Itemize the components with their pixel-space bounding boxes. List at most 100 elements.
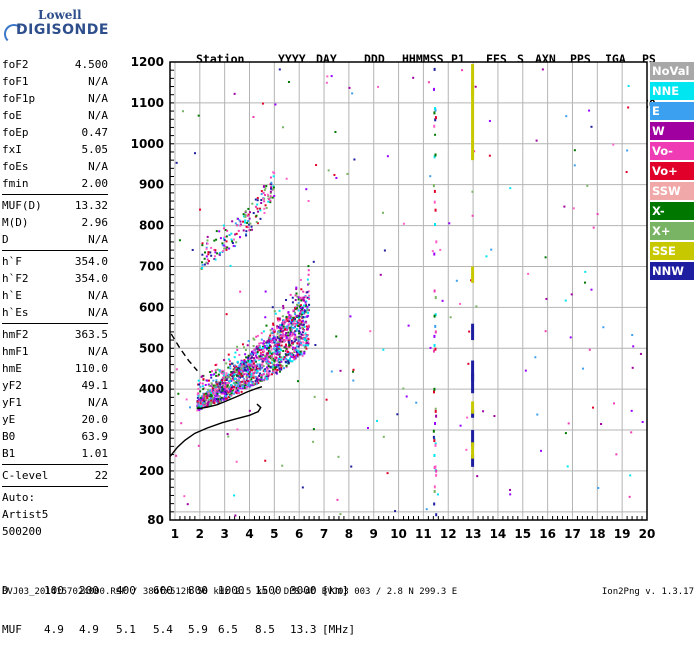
echo-point [282, 320, 285, 323]
echo-point [220, 379, 223, 382]
multihop-echo-point [205, 261, 208, 264]
interference-point [432, 349, 435, 353]
muf-cell-3: 5.1 [116, 623, 136, 636]
param-value: 0.47 [81, 126, 109, 139]
echo-point [282, 325, 285, 328]
param-name: foF1 [2, 75, 29, 88]
noise-echo-point [437, 493, 440, 496]
echo-point [300, 322, 303, 325]
interference-bar-nnw [471, 323, 475, 341]
x-tick-label: 17 [564, 527, 581, 541]
multihop-echo-point [223, 236, 226, 239]
param-fof2: foF2 4.500 [2, 56, 108, 73]
echo-point [254, 360, 257, 363]
echo-point [218, 398, 221, 401]
echo-point [291, 301, 294, 304]
echo-point [279, 337, 282, 340]
echo-point [209, 371, 212, 374]
echo-point [299, 296, 302, 299]
echo-point [247, 354, 250, 357]
multihop-echo-point [244, 210, 247, 213]
multihop-echo-point [221, 242, 224, 245]
echo-point [259, 355, 262, 358]
noise-echo-point [412, 76, 415, 79]
echo-point [278, 361, 281, 364]
multihop-echo-point [244, 213, 247, 216]
echo-point [220, 371, 223, 374]
param-value: 354.0 [74, 255, 108, 268]
echo-point [273, 366, 276, 369]
interference-point [432, 184, 435, 188]
echo-point [210, 389, 213, 392]
echo-point [289, 316, 292, 319]
echo-point [207, 388, 210, 391]
echo-point [304, 336, 307, 339]
echo-point [249, 361, 252, 364]
echo-point [307, 311, 310, 314]
echo-point [202, 404, 205, 407]
interference-point [433, 343, 436, 347]
muf-cell-6: 6.5 [218, 623, 238, 636]
echo-point [289, 359, 292, 362]
echo-point [300, 337, 303, 340]
multihop-echo-point [251, 202, 254, 205]
echo-point [304, 344, 307, 347]
echo-point [292, 318, 295, 321]
echo-point [306, 278, 309, 281]
echo-point [214, 369, 217, 372]
echo-point [242, 362, 245, 365]
echo-point [277, 360, 280, 363]
echo-point [254, 383, 257, 386]
echo-point [280, 331, 283, 334]
echo-point [263, 341, 266, 344]
echo-point [217, 399, 220, 402]
echo-point [306, 342, 309, 345]
multihop-echo-point [273, 172, 276, 175]
param-value: N/A [88, 289, 108, 302]
noise-echo-point [230, 232, 233, 235]
noise-echo-point [327, 169, 330, 172]
echo-point [308, 294, 311, 297]
interference-point [434, 116, 437, 120]
interference-point [434, 443, 437, 447]
param-value: 4.500 [74, 58, 108, 71]
echo-point [260, 376, 263, 379]
echo-point [307, 309, 310, 312]
echo-point [286, 359, 289, 362]
echo-point [227, 366, 230, 369]
echo-point [290, 328, 293, 331]
noise-echo-point [639, 352, 642, 355]
echo-point [216, 388, 219, 391]
echo-point [291, 296, 294, 299]
multihop-echo-point [222, 224, 225, 227]
echo-point [243, 384, 246, 387]
multihop-echo-point [245, 225, 248, 228]
echo-point [273, 359, 276, 362]
noise-echo-point [476, 475, 479, 478]
echo-point [257, 378, 260, 381]
multihop-echo-point [203, 257, 206, 260]
echo-point [249, 357, 252, 360]
echo-point [210, 382, 213, 385]
echo-point [278, 326, 281, 329]
echo-point [270, 361, 273, 364]
echo-point [288, 337, 291, 340]
noise-echo-point [626, 149, 629, 152]
multihop-echo-point [246, 214, 249, 217]
multihop-echo-point [249, 222, 252, 225]
echo-point [296, 328, 299, 331]
echo-point [213, 385, 216, 388]
noise-echo-point [448, 222, 451, 225]
echo-point [222, 378, 225, 381]
multihop-echo-point [272, 188, 275, 191]
echo-point [283, 321, 286, 324]
echo-point [252, 368, 255, 371]
plot-frame [169, 61, 648, 521]
interference-point [434, 347, 437, 351]
echo-point [303, 310, 306, 313]
echo-point [263, 345, 266, 348]
echo-point [285, 347, 288, 350]
echo-point [290, 314, 293, 317]
multihop-echo-point [270, 186, 273, 189]
echo-point [241, 375, 244, 378]
